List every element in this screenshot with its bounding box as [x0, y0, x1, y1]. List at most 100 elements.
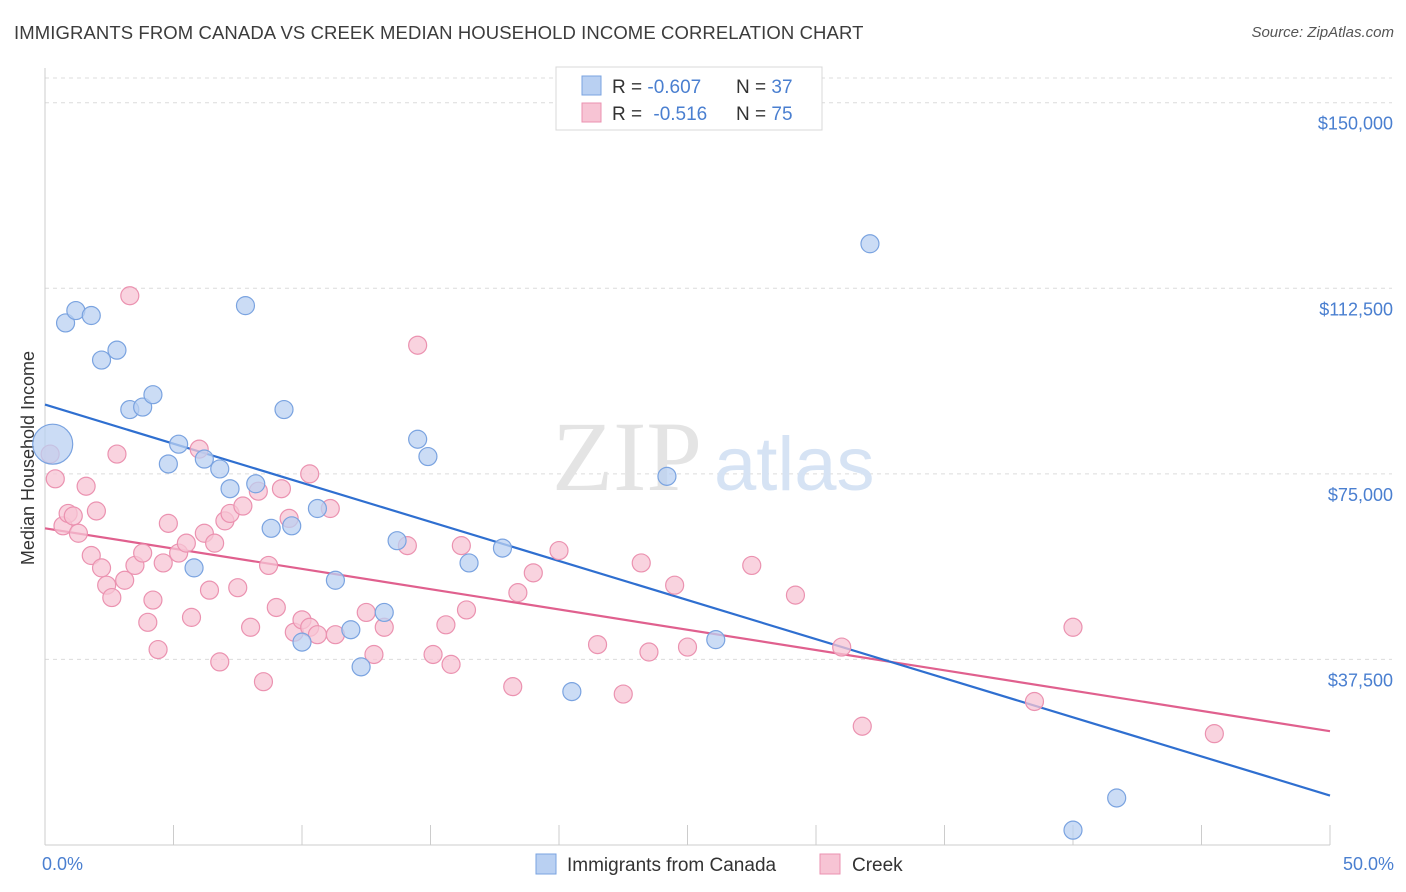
- y-tick-label: $112,500: [1319, 299, 1393, 319]
- point-creek: [1204, 724, 1224, 744]
- point-canada: [860, 234, 880, 254]
- point-creek: [241, 617, 261, 637]
- svg-text:R = -0.516: R = -0.516: [612, 104, 707, 125]
- point-canada: [235, 296, 256, 316]
- point-creek: [549, 540, 569, 561]
- point-creek: [91, 558, 112, 578]
- point-creek: [665, 575, 685, 595]
- point-creek: [258, 555, 279, 576]
- point-canada: [341, 620, 361, 640]
- x-tick-label: 0.0%: [42, 854, 83, 874]
- point-creek: [253, 672, 274, 692]
- point-creek: [76, 476, 96, 496]
- point-canada: [194, 449, 214, 469]
- y-tick-label: $150,000: [1318, 114, 1393, 134]
- svg-text:N = 37: N = 37: [736, 77, 793, 98]
- point-canada: [143, 385, 163, 405]
- legend-n-value: 75: [771, 104, 792, 125]
- point-creek: [408, 335, 428, 355]
- point-canada: [1063, 820, 1083, 840]
- legend-item-creek-swatch: [819, 853, 841, 875]
- point-creek: [148, 639, 168, 660]
- point-canada: [158, 454, 178, 474]
- point-canada: [220, 479, 240, 499]
- point-creek: [587, 634, 608, 655]
- legend-r-label: R =: [612, 77, 647, 98]
- point-canada: [81, 305, 101, 326]
- legend-item-canada: Immigrants from Canada: [567, 855, 777, 876]
- point-creek: [158, 513, 178, 533]
- point-creek: [115, 570, 135, 590]
- point-canada: [210, 459, 230, 479]
- point-creek: [153, 553, 173, 573]
- tick-labels: $37,500 $75,000 $112,500 $150,000 0.0% 50.0%: [42, 114, 1394, 874]
- point-creek: [300, 464, 320, 484]
- legend-item-canada-swatch: [535, 853, 557, 875]
- point-creek: [613, 684, 633, 704]
- y-tick-label: $37,500: [1328, 670, 1393, 690]
- point-creek: [456, 600, 477, 620]
- legend-swatch-pink: [581, 102, 602, 123]
- point-creek: [1063, 617, 1083, 637]
- point-creek: [356, 602, 376, 623]
- chart-title: IMMIGRANTS FROM CANADA VS CREEK MEDIAN H…: [14, 22, 864, 43]
- point-canada: [282, 516, 302, 536]
- point-canada: [307, 498, 328, 519]
- point-canada: [387, 531, 407, 551]
- point-canada: [184, 558, 204, 578]
- point-canada: [657, 466, 677, 486]
- point-creek: [639, 642, 659, 662]
- legend-swatch-blue: [581, 75, 602, 96]
- point-canada: [292, 632, 312, 652]
- point-canada: [91, 350, 112, 370]
- point-canada: [55, 313, 76, 333]
- legend-r-label: R =: [612, 104, 647, 125]
- point-creek: [228, 578, 248, 598]
- point-creek: [138, 612, 158, 632]
- point-creek: [364, 644, 384, 665]
- point-canada: [562, 681, 582, 702]
- point-canada: [1107, 788, 1127, 808]
- point-creek: [785, 585, 806, 605]
- series-legend: Immigrants from Canada Creek: [535, 853, 903, 876]
- point-creek: [451, 536, 471, 556]
- point-creek: [81, 545, 101, 566]
- point-canada: [459, 553, 479, 573]
- point-creek: [176, 533, 196, 553]
- point-creek: [271, 479, 292, 499]
- point-canada: [408, 429, 428, 449]
- point-creek: [233, 496, 253, 516]
- point-creek: [436, 615, 456, 635]
- point-canada: [32, 423, 74, 465]
- trend-lines: [44, 403, 1331, 797]
- point-creek: [832, 637, 852, 657]
- x-tick-label: 50.0%: [1343, 854, 1394, 874]
- watermark-atlas: atlas: [714, 422, 875, 507]
- point-creek: [143, 590, 163, 610]
- point-creek: [199, 580, 220, 600]
- point-canada: [133, 397, 153, 417]
- point-creek: [68, 523, 89, 543]
- point-canada: [374, 602, 394, 623]
- point-creek: [508, 583, 528, 603]
- data-points: [32, 234, 1224, 840]
- point-creek: [677, 637, 698, 657]
- point-creek: [852, 716, 872, 736]
- trend-line-creek: [44, 527, 1331, 733]
- point-creek: [441, 654, 461, 674]
- point-creek: [523, 563, 543, 583]
- trend-line-canada: [44, 403, 1331, 797]
- legend-n-value: 37: [771, 77, 792, 98]
- point-creek: [102, 587, 122, 608]
- point-creek: [631, 553, 651, 573]
- watermark: ZIP atlas: [552, 401, 875, 512]
- point-creek: [266, 597, 286, 618]
- point-canada: [325, 570, 346, 590]
- point-creek: [86, 501, 107, 521]
- chart-source: Source: ZipAtlas.com: [1251, 24, 1394, 41]
- legend-n-label: N =: [736, 77, 771, 98]
- y-tick-label: $75,000: [1328, 485, 1393, 505]
- svg-text:R = -0.607: R = -0.607: [612, 77, 701, 98]
- point-creek: [45, 469, 65, 489]
